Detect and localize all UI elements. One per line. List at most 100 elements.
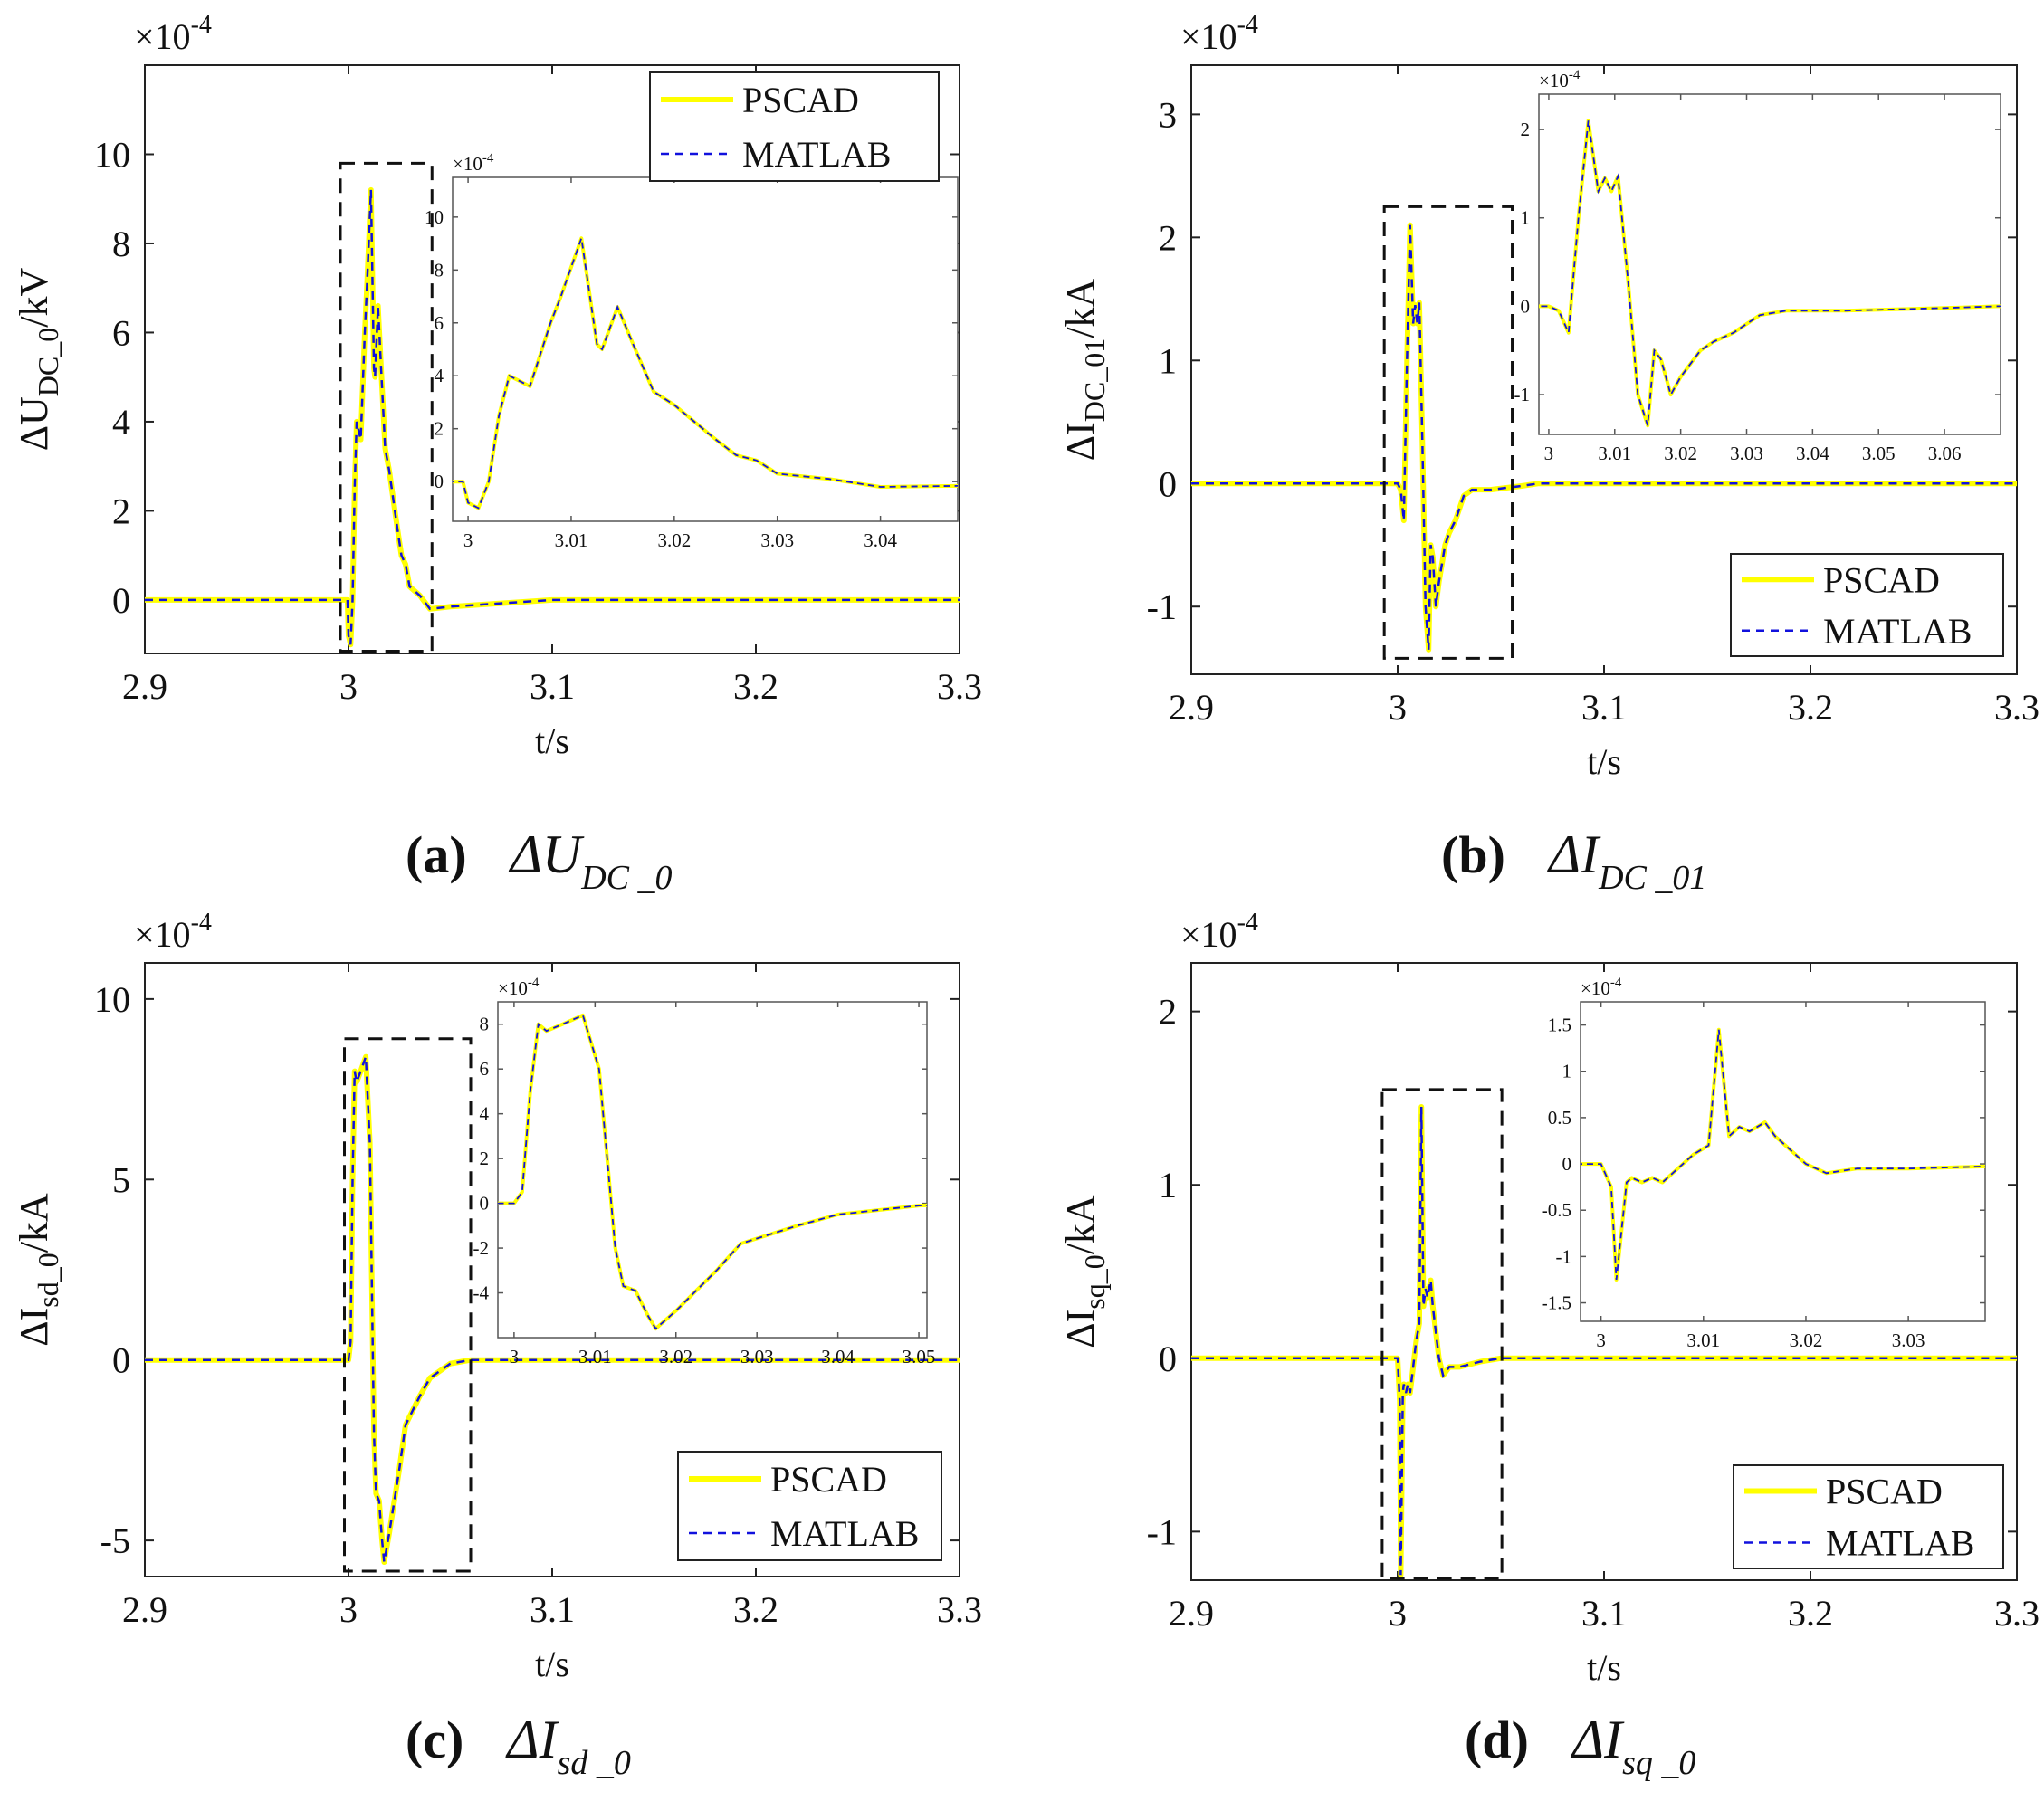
inset-y-tick-label-a: 8 xyxy=(435,259,444,281)
series-group-a xyxy=(145,186,960,648)
inset-a: 3 3.01 3.02 3.03 3.04 0 2 4 6 8 10 ×10-4 xyxy=(425,151,959,551)
inset-exponent-label-c: ×10-4 xyxy=(498,976,540,999)
x-axis-label-d: t/s xyxy=(1587,1647,1621,1688)
inset-x-tick-label-b: 3.06 xyxy=(1928,443,1962,464)
inset-y-tick-label-c: 4 xyxy=(480,1103,490,1125)
inset-exponent-label-b: ×10-4 xyxy=(1539,68,1581,91)
legend-box-c xyxy=(677,1451,942,1561)
legend-d: PSCAD MATLAB xyxy=(1733,1464,2004,1569)
y-axis-label-d: ΔIsq_0/kA xyxy=(1058,1195,1111,1348)
inset-x-tick-label-c: 3.04 xyxy=(821,1346,855,1367)
inset-y-tick-label-a: 0 xyxy=(435,471,444,492)
x-axis-label-c: t/s xyxy=(535,1644,569,1684)
inset-exponent-label-a: ×10-4 xyxy=(453,151,494,175)
legend-entry-d: PSCAD xyxy=(1826,1472,1943,1512)
zoom-box-a xyxy=(339,161,434,653)
y-tick-label-b: -1 xyxy=(1147,586,1177,627)
inset-y-tick-label-d: -1 xyxy=(1556,1245,1572,1267)
legend-box-d xyxy=(1733,1464,2004,1569)
inset-y-tick-label-d: 0.5 xyxy=(1548,1107,1571,1129)
inset-c: 3 3.01 3.02 3.03 3.04 3.05 -4 -2 0 2 4 6 8 ×10-4 xyxy=(473,976,936,1367)
x-tick-label-a: 3 xyxy=(339,666,358,707)
legend-c: PSCAD MATLAB xyxy=(677,1451,942,1561)
y-axis-label-a: ΔUDC_0/kV xyxy=(12,268,64,452)
x-tick-label-a: 3.2 xyxy=(733,666,778,707)
exponent-label-b: ×10-4 xyxy=(1180,11,1258,57)
x-tick-label-a: 3.3 xyxy=(937,666,982,707)
inset-y-tick-label-d: 1 xyxy=(1562,1061,1572,1082)
x-tick-label-c: 3 xyxy=(339,1589,358,1630)
y-tick-label-c: 5 xyxy=(112,1159,130,1200)
x-axis-label-b: t/s xyxy=(1587,741,1621,782)
inset-x-tick-label-a: 3.04 xyxy=(864,529,897,551)
inset-x-tick-label-a: 3.01 xyxy=(555,529,588,551)
inset-b: 3 3.01 3.02 3.03 3.04 3.05 3.06 -1 0 1 2 ×10-4 xyxy=(1514,68,2001,464)
x-tick-label-c: 3.3 xyxy=(937,1589,982,1630)
exponent-label-d: ×10-4 xyxy=(1180,909,1258,955)
inset-series-group-c xyxy=(498,1013,927,1331)
inset-series-group-a xyxy=(453,236,958,510)
inset-x-tick-label-c: 3 xyxy=(510,1346,520,1367)
x-tick-label-d: 3 xyxy=(1389,1593,1407,1634)
inset-frame-d xyxy=(1580,1001,1986,1322)
inset-x-tick-label-d: 3.02 xyxy=(1790,1329,1823,1351)
x-tick-label-d: 3.2 xyxy=(1788,1593,1833,1634)
x-tick-label-c: 3.1 xyxy=(530,1589,575,1630)
inset-x-tick-label-c: 3.03 xyxy=(740,1346,774,1367)
legend-entry-b: MATLAB xyxy=(1823,611,1972,652)
inset-frame-b xyxy=(1538,93,2001,435)
inset-x-tick-label-a: 3.03 xyxy=(760,529,794,551)
inset-x-tick-label-b: 3.03 xyxy=(1730,443,1763,464)
y-tick-label-d: -1 xyxy=(1147,1511,1177,1552)
inset-y-tick-label-b: -1 xyxy=(1514,384,1531,405)
y-tick-label-a: 8 xyxy=(112,224,130,264)
caption-b-label: (b) xyxy=(1441,825,1505,884)
inset-series-group-d xyxy=(1581,1027,1985,1282)
caption-d-symbol: ΔIsq _0 xyxy=(1571,1710,1696,1782)
exponent-label-a: ×10-4 xyxy=(134,11,212,57)
inset-x-tick-label-b: 3.05 xyxy=(1862,443,1896,464)
legend-entry-d: MATLAB xyxy=(1826,1523,1974,1564)
inset-x-tick-label-c: 3.01 xyxy=(578,1346,612,1367)
series-group-d xyxy=(1191,1104,2017,1578)
x-tick-label-d: 2.9 xyxy=(1169,1593,1214,1634)
x-tick-label-a: 3.1 xyxy=(530,666,575,707)
inset-d: 3 3.01 3.02 3.03 -1.5 -1 -0.5 0 0.5 1 1.5 ×10-4 xyxy=(1542,976,1986,1351)
inset-y-tick-label-b: 0 xyxy=(1521,295,1531,317)
inset-x-tick-label-c: 3.05 xyxy=(903,1346,936,1367)
inset-y-tick-label-b: 2 xyxy=(1521,119,1531,140)
legend-entry-a: PSCAD xyxy=(742,80,859,120)
x-tick-label-d: 3.3 xyxy=(1994,1593,2039,1634)
panel-a: 2.9 3 3.1 3.2 3.3 0 2 4 6 8 10 ×10-4 t/s ΔUDC_0/kV 3 3.… xyxy=(12,11,982,761)
y-tick-label-b: 2 xyxy=(1159,217,1177,258)
x-axis-label-a: t/s xyxy=(535,720,569,761)
x-tick-label-b: 3 xyxy=(1389,687,1407,728)
inset-x-tick-label-a: 3.02 xyxy=(657,529,691,551)
caption-d-label: (d) xyxy=(1465,1710,1529,1769)
series-group-c xyxy=(145,1053,960,1565)
inset-y-tick-label-c: -4 xyxy=(473,1282,490,1304)
y-tick-label-d: 0 xyxy=(1159,1339,1177,1379)
x-tick-label-b: 3.1 xyxy=(1581,687,1627,728)
inset-x-tick-label-d: 3.03 xyxy=(1892,1329,1925,1351)
x-tick-label-d: 3.1 xyxy=(1581,1593,1627,1634)
inset-series-matlab-line-a xyxy=(453,237,958,510)
inset-y-tick-label-c: 2 xyxy=(480,1148,490,1169)
x-tick-label-b: 2.9 xyxy=(1169,687,1214,728)
caption-c-symbol: ΔIsd _0 xyxy=(507,1710,631,1782)
caption-a-symbol: ΔUDC _0 xyxy=(510,824,673,897)
y-tick-label-a: 10 xyxy=(94,134,130,175)
inset-y-tick-label-d: 0 xyxy=(1562,1153,1572,1175)
inset-x-tick-label-d: 3 xyxy=(1596,1329,1606,1351)
inset-y-tick-label-d: 1.5 xyxy=(1548,1015,1571,1036)
series-matlab-line-a xyxy=(145,189,960,645)
legend-entry-c: PSCAD xyxy=(770,1459,887,1500)
y-axis-label-b: ΔIDC_01/kA xyxy=(1058,279,1111,462)
inset-y-tick-label-d: -0.5 xyxy=(1542,1199,1571,1221)
zoom-box-d xyxy=(1380,1088,1504,1580)
y-tick-label-c: -5 xyxy=(100,1520,130,1561)
